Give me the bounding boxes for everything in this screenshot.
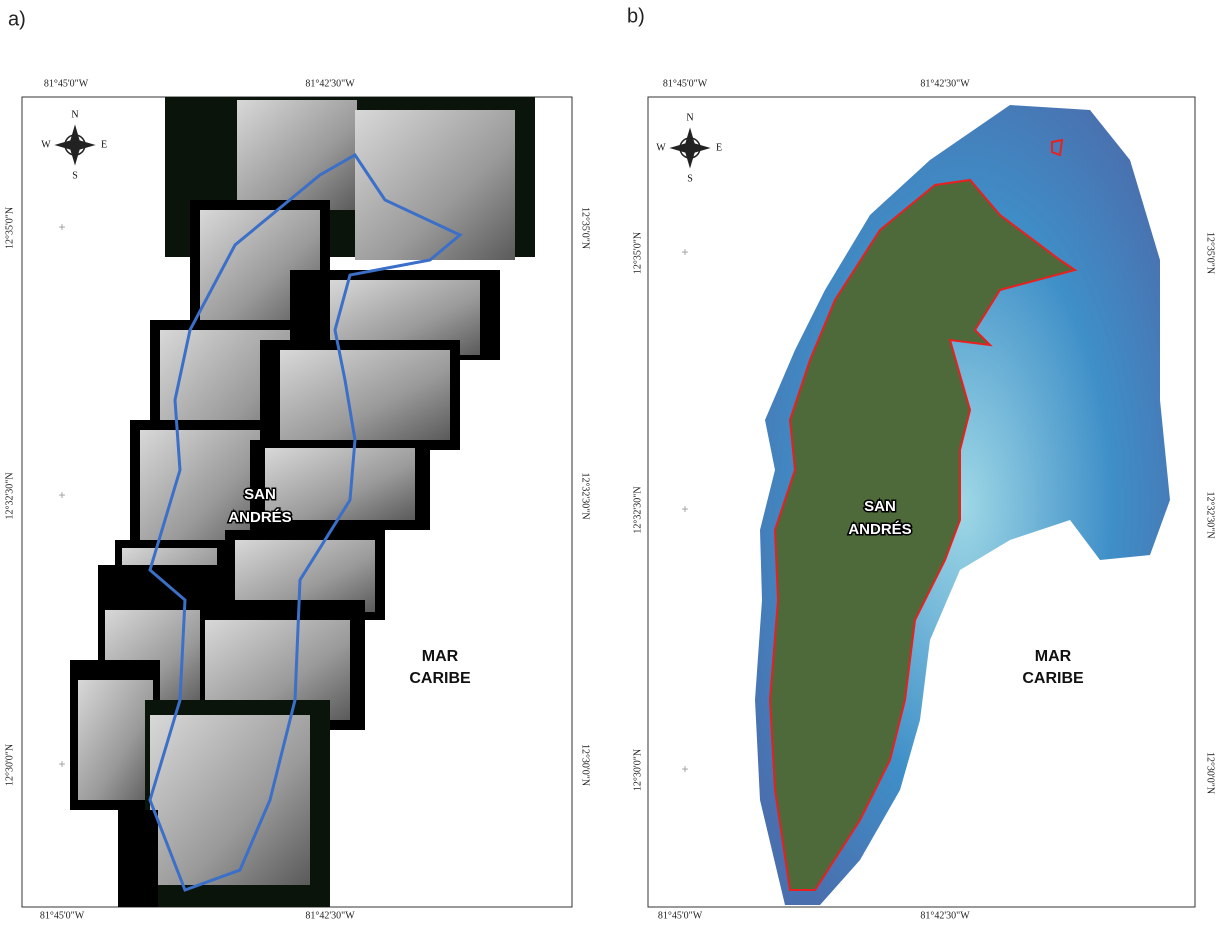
place-name: ANDRÉS <box>228 509 291 526</box>
coord-label: 81°42'30"W <box>305 78 355 89</box>
compass-letter: N <box>71 109 78 120</box>
coord-label: 12°32'30"N <box>1205 491 1216 538</box>
place-name: SAN <box>864 498 896 515</box>
coord-label: 81°45'0"W <box>40 910 85 921</box>
graticule-cross: + <box>681 245 688 259</box>
graticule-cross: + <box>681 762 688 776</box>
sea-name: MAR <box>1035 648 1072 665</box>
place-name: ANDRÉS <box>848 521 911 538</box>
page: {"panels": [ {"label": "a)", "top_labels… <box>0 0 1222 925</box>
coord-label: 12°35'0"N <box>4 207 15 249</box>
coord-label: 12°30'0"N <box>632 749 643 791</box>
coord-label: 81°42'30"W <box>920 910 970 921</box>
coord-label: 81°45'0"W <box>658 910 703 921</box>
compass-letter: S <box>72 170 78 181</box>
coord-label: 81°42'30"W <box>920 78 970 89</box>
coord-label: 81°45'0"W <box>663 78 708 89</box>
panel-label: a) <box>8 8 26 30</box>
compass-letter: W <box>41 139 51 150</box>
sea-name: CARIBE <box>409 670 471 687</box>
compass-letter: E <box>716 142 722 153</box>
compass-letter: S <box>687 173 693 184</box>
graticule-cross: + <box>58 757 65 771</box>
compass-letter: N <box>686 112 693 123</box>
sea-name: CARIBE <box>1022 670 1084 687</box>
graticule-cross: + <box>58 220 65 234</box>
coord-label: 12°32'30"N <box>4 472 15 519</box>
figure: a) 81°45'0"W 81°42'30"W 81°45'0"W 81°42'30"W… <box>0 0 1222 925</box>
coord-label: 12°32'30"N <box>580 472 591 519</box>
compass-letter: E <box>101 139 107 150</box>
coord-label: 12°30'0"N <box>580 744 591 786</box>
compass-letter: W <box>656 142 666 153</box>
graticule-cross: + <box>681 502 688 516</box>
coord-label: 12°30'0"N <box>1205 752 1216 794</box>
place-name: SAN <box>244 486 276 503</box>
coord-label: 81°42'30"W <box>305 910 355 921</box>
coord-label: 12°32'30"N <box>632 486 643 533</box>
coord-label: 12°35'0"N <box>580 207 591 249</box>
graticule-cross: + <box>58 488 65 502</box>
panel-label: b) <box>627 5 645 27</box>
sea-name: MAR <box>422 648 459 665</box>
coord-label: 12°35'0"N <box>632 232 643 274</box>
coord-label: 81°45'0"W <box>44 78 89 89</box>
coord-label: 12°35'0"N <box>1205 232 1216 274</box>
coord-label: 12°30'0"N <box>4 744 15 786</box>
